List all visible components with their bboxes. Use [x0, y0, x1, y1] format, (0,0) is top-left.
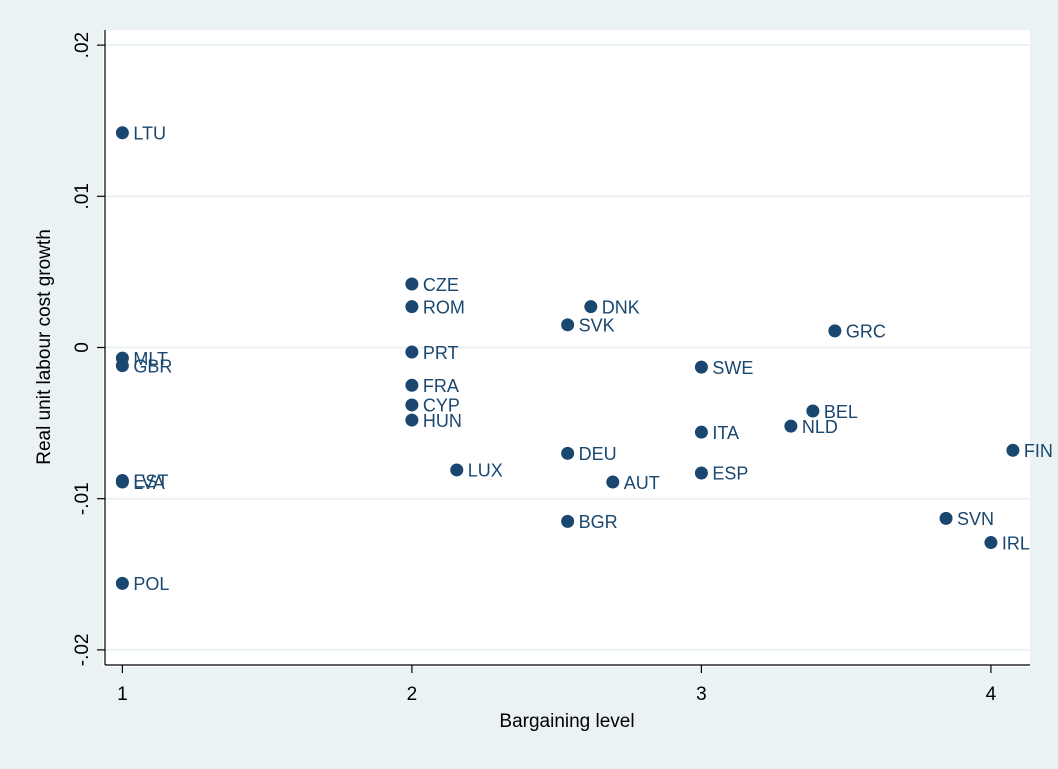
point	[405, 378, 419, 392]
point	[561, 514, 575, 528]
point	[115, 359, 129, 373]
point	[405, 413, 419, 427]
x-tick-label: 3	[696, 684, 707, 705]
point-label: ITA	[712, 423, 739, 443]
point	[984, 536, 998, 550]
y-axis-title: Real unit labour cost growth	[34, 229, 55, 465]
point-label: FIN	[1024, 441, 1053, 461]
x-tick-label: 1	[117, 684, 128, 705]
x-tick-label: 4	[986, 684, 997, 705]
point	[694, 425, 708, 439]
point	[784, 419, 798, 433]
point-label: HUN	[423, 411, 462, 431]
y-tick-label: -.02	[72, 634, 93, 667]
point	[939, 511, 953, 525]
point	[806, 404, 820, 418]
point-label: DEU	[579, 444, 617, 464]
point-label: FRA	[423, 376, 459, 396]
point	[584, 300, 598, 314]
point-label: BGR	[579, 512, 618, 532]
point	[561, 446, 575, 460]
point-label: IRL	[1002, 533, 1030, 553]
point-label: CZE	[423, 275, 459, 295]
y-tick-label: .02	[72, 32, 93, 58]
point	[694, 466, 708, 480]
y-tick-label: .01	[72, 183, 93, 209]
point-label: NLD	[802, 417, 838, 437]
point-label: SVN	[957, 509, 994, 529]
point	[405, 345, 419, 359]
point-label: SWE	[712, 358, 753, 378]
point-label: LUX	[468, 461, 503, 481]
point-label: ESP	[712, 464, 748, 484]
point-label: CYP	[423, 396, 460, 416]
point-label: SVK	[579, 316, 615, 336]
x-tick-label: 2	[407, 684, 418, 705]
point	[115, 576, 129, 590]
point	[606, 475, 620, 489]
point-label: LTU	[133, 124, 166, 144]
point	[694, 360, 708, 374]
point-label: DNK	[602, 297, 640, 317]
point-label: POL	[133, 574, 169, 594]
point-label: EST	[133, 471, 168, 491]
point-label: ROM	[423, 297, 465, 317]
point-label: MLT	[133, 349, 168, 369]
point	[405, 300, 419, 314]
y-tick-label: -.01	[72, 482, 93, 515]
point	[450, 463, 464, 477]
point	[115, 475, 129, 489]
x-axis-title: Bargaining level	[499, 711, 634, 732]
point-label: BEL	[824, 402, 858, 422]
point	[115, 126, 129, 140]
point-label: GRC	[846, 322, 886, 342]
y-tick-label: 0	[72, 342, 93, 353]
point	[828, 324, 842, 338]
point	[405, 277, 419, 291]
point-label: LVA	[133, 473, 164, 493]
point-label: PRT	[423, 343, 459, 363]
point-label: AUT	[624, 473, 660, 493]
point	[561, 318, 575, 332]
point-label: GBR	[133, 356, 172, 376]
point	[405, 398, 419, 412]
point	[1006, 443, 1020, 457]
